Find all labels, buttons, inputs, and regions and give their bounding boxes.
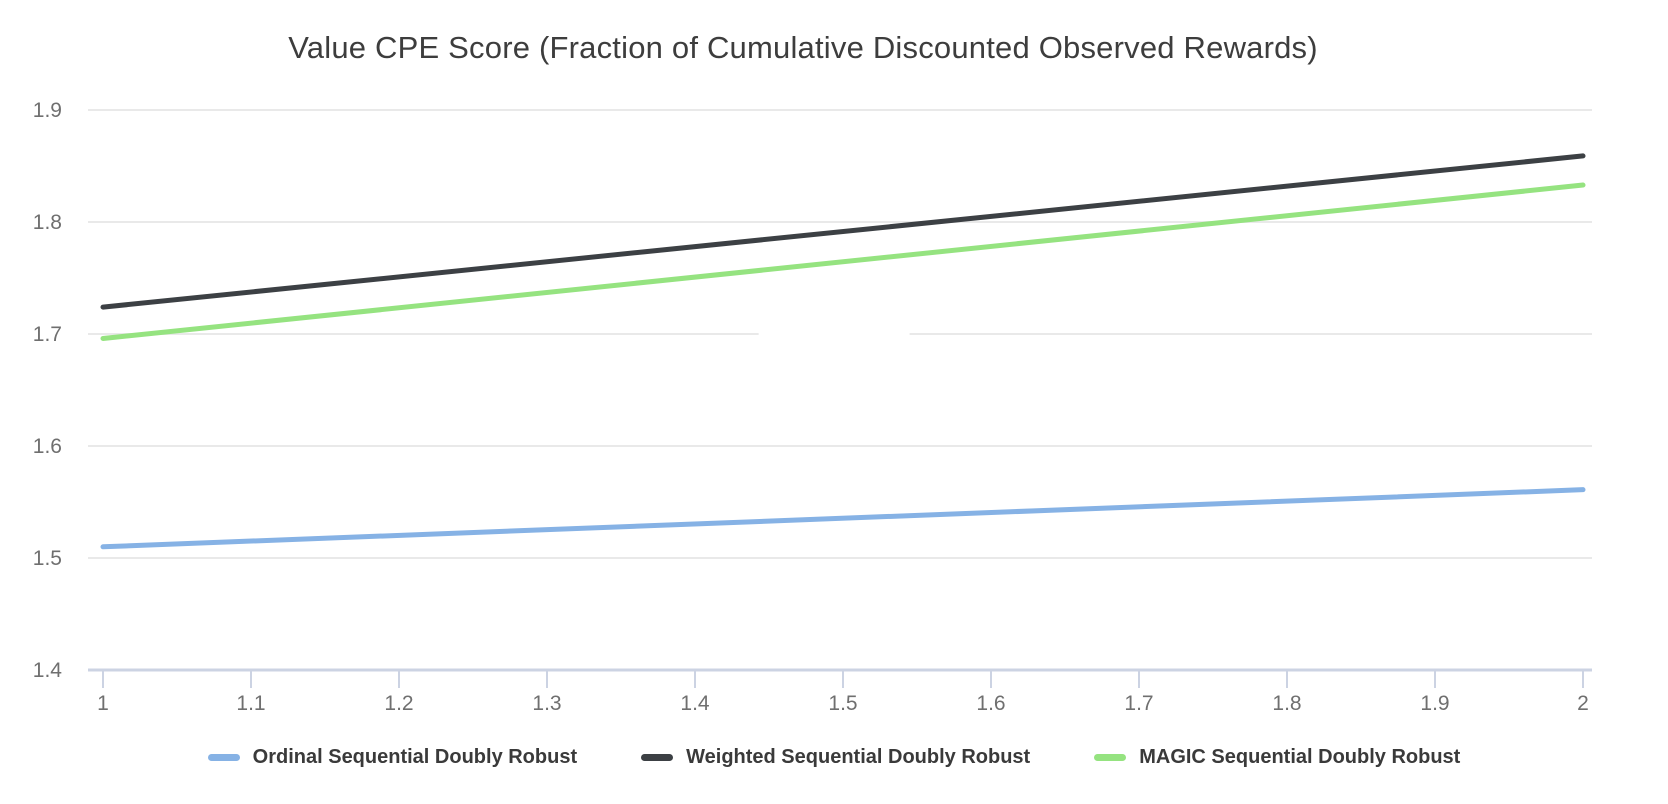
legend-swatch-icon bbox=[1094, 754, 1127, 761]
x-tick-label: 1.7 bbox=[1124, 692, 1153, 715]
series-line-0[interactable] bbox=[100, 487, 1586, 550]
legend: Ordinal Sequential Doubly Robust Weighted… bbox=[0, 746, 1668, 769]
y-tick-label: 1.6 bbox=[33, 435, 62, 458]
x-tick-label: 1.6 bbox=[976, 692, 1005, 715]
series-line-1[interactable] bbox=[100, 153, 1586, 310]
x-tick-label: 1.8 bbox=[1272, 692, 1301, 715]
legend-swatch-icon bbox=[641, 754, 674, 761]
legend-label: MAGIC Sequential Doubly Robust bbox=[1139, 746, 1461, 768]
y-tick-label: 1.7 bbox=[33, 323, 62, 346]
x-tick-label: 1.2 bbox=[384, 692, 413, 715]
x-tick-label: 1 bbox=[97, 692, 109, 715]
legend-item-1[interactable]: Weighted Sequential Doubly Robust bbox=[641, 746, 1030, 769]
legend-swatch-icon bbox=[207, 754, 240, 761]
x-tick-label: 2 bbox=[1577, 692, 1589, 715]
x-tick-label: 1.5 bbox=[828, 692, 857, 715]
x-tick-label: 1.3 bbox=[532, 692, 561, 715]
x-tick-label: 1.9 bbox=[1420, 692, 1449, 715]
y-tick-label: 1.5 bbox=[33, 547, 62, 570]
legend-label: Weighted Sequential Doubly Robust bbox=[686, 746, 1031, 768]
chart-title: Value CPE Score (Fraction of Cumulative … bbox=[288, 30, 1318, 65]
x-tick-label: 1.4 bbox=[680, 692, 710, 715]
legend-item-0[interactable]: Ordinal Sequential Doubly Robust bbox=[207, 746, 578, 769]
legend-label: Ordinal Sequential Doubly Robust bbox=[252, 746, 578, 768]
y-tick-label: 1.8 bbox=[33, 211, 62, 234]
y-tick-label: 1.9 bbox=[33, 99, 62, 122]
legend-item-2[interactable]: MAGIC Sequential Doubly Robust bbox=[1094, 746, 1460, 769]
series-line-2[interactable] bbox=[100, 182, 1586, 341]
y-tick-label: 1.4 bbox=[33, 659, 63, 682]
x-tick-label: 1.1 bbox=[236, 692, 265, 715]
